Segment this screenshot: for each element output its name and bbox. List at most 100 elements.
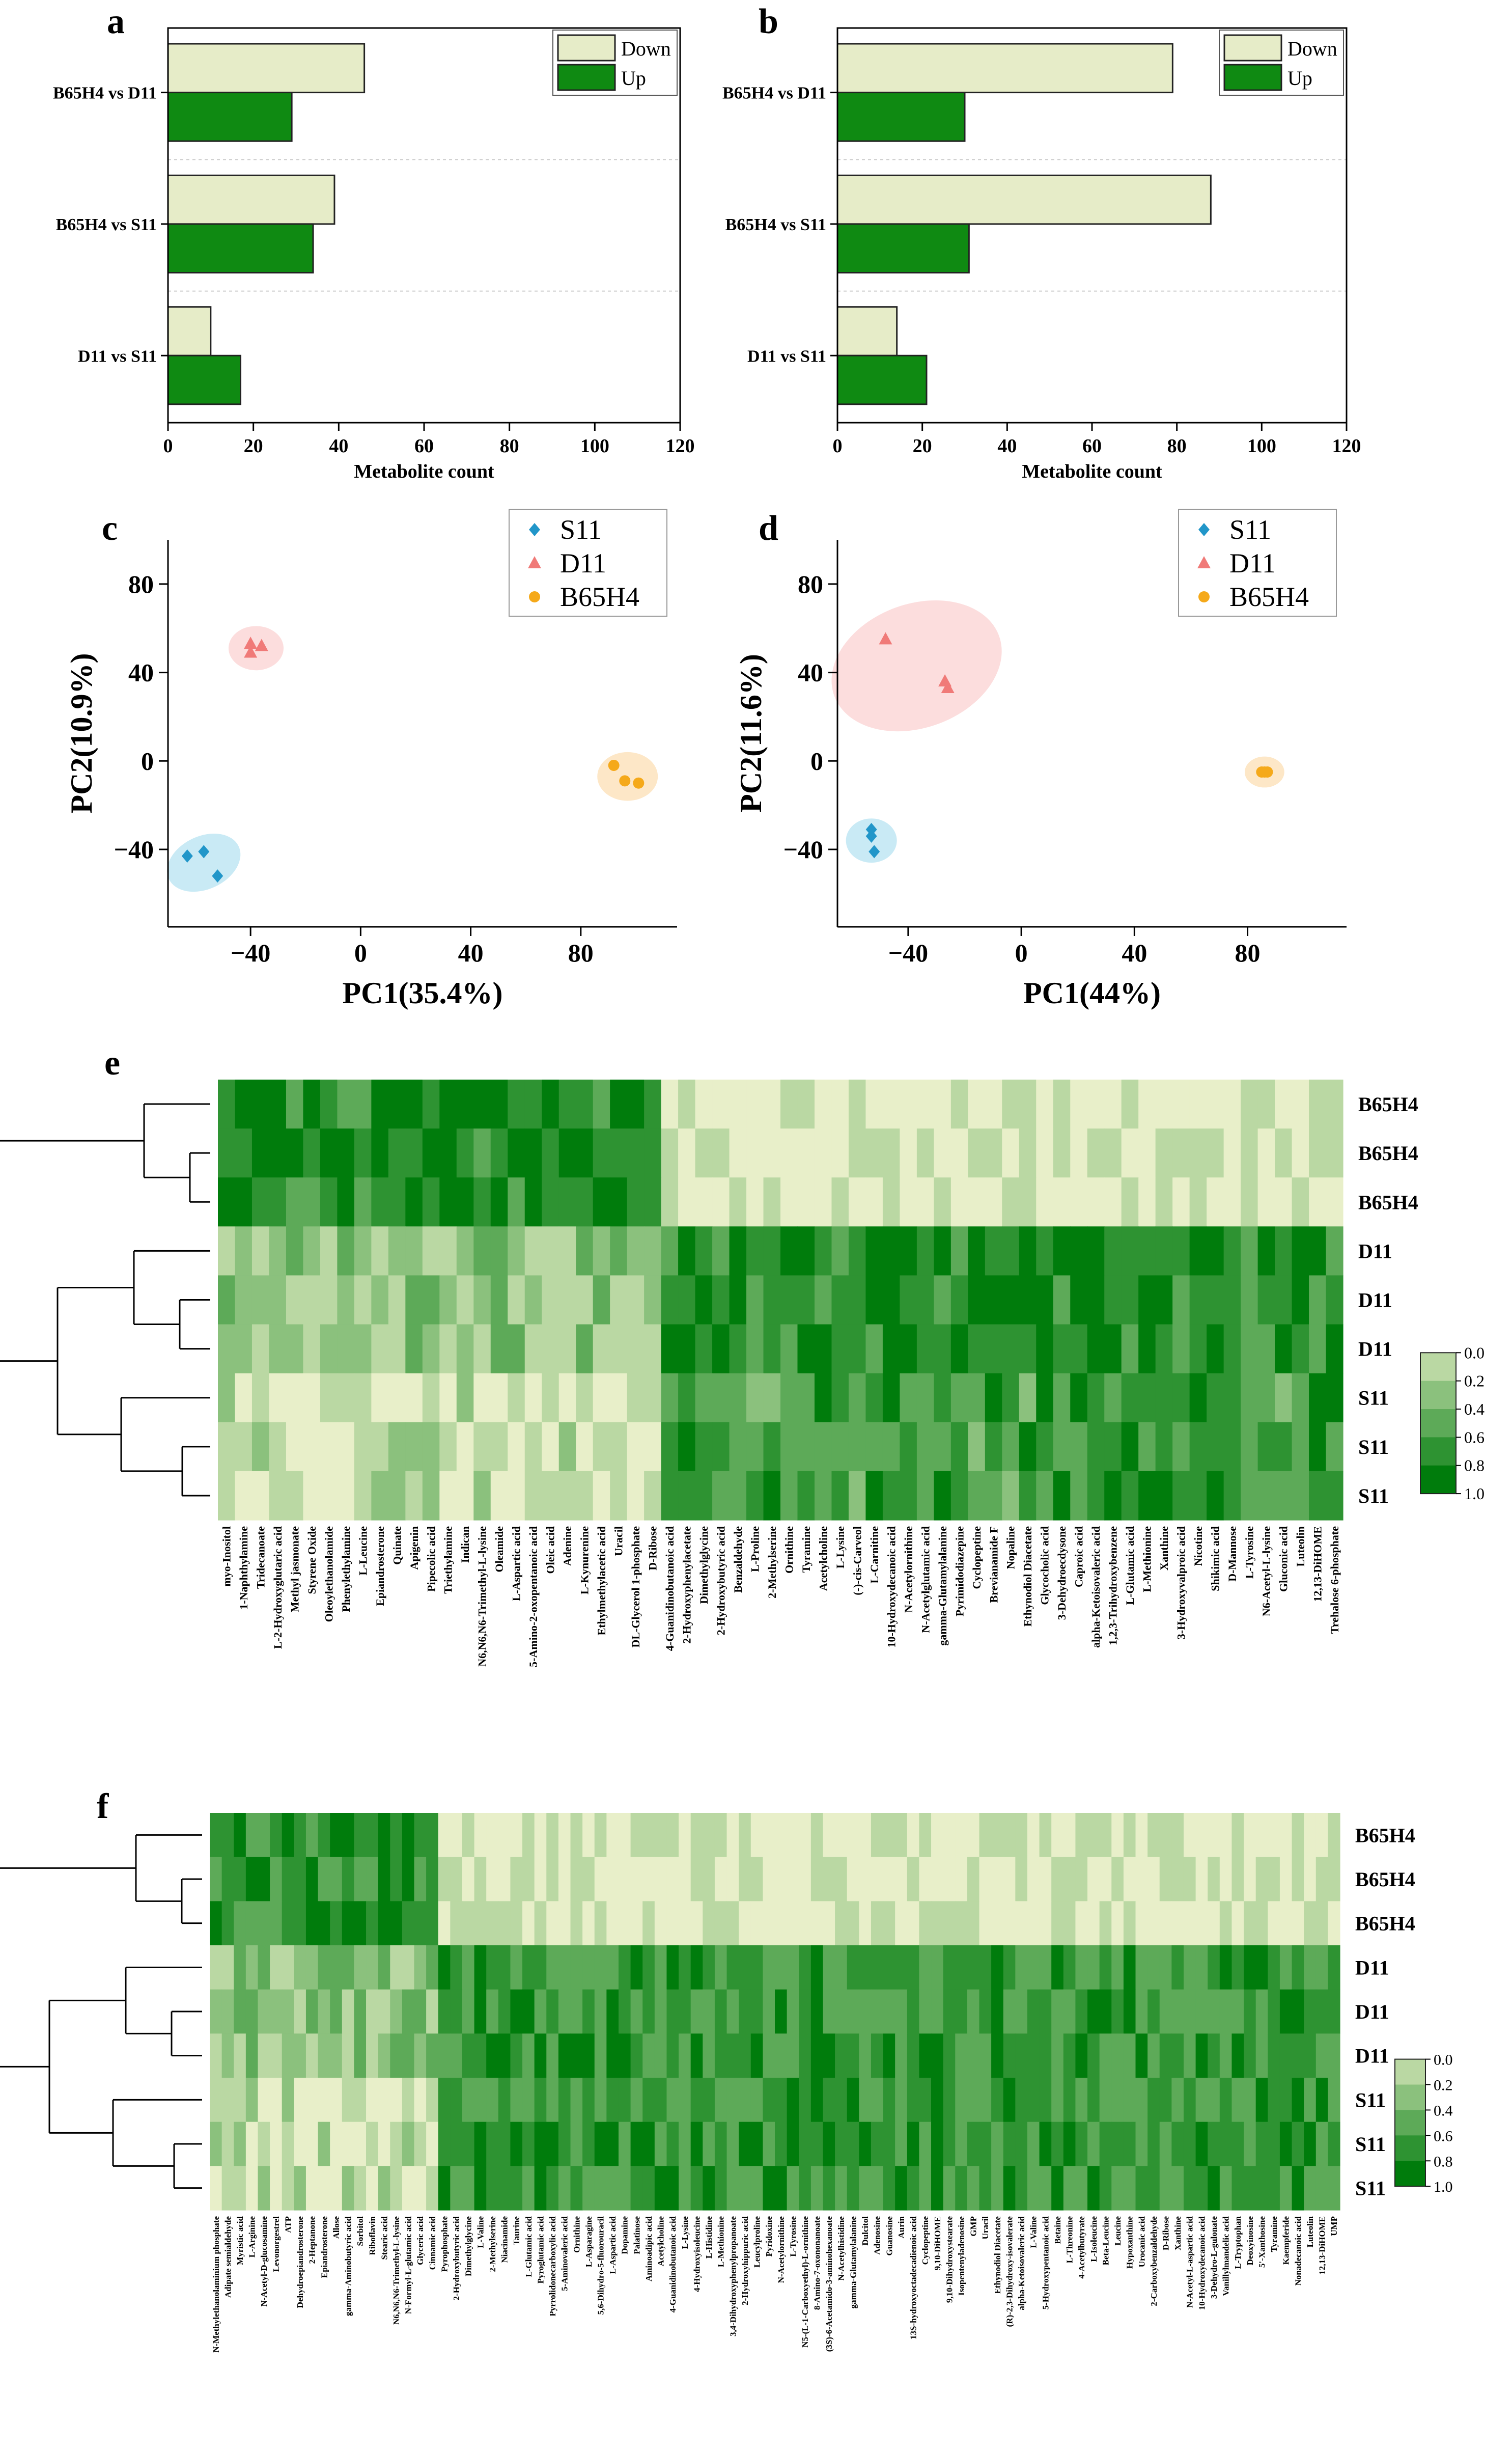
column-label: Luteolin: [1305, 2216, 1315, 2247]
point-s11-1: [198, 845, 210, 859]
heatmap-cell: [318, 1945, 330, 1990]
heatmap-cell: [235, 1275, 253, 1325]
heatmap-cell: [462, 1945, 475, 1990]
heatmap-cell: [943, 2078, 956, 2123]
heatmap-cell: [979, 2166, 992, 2211]
point-b65h4-1: [619, 775, 631, 787]
heatmap-cell: [775, 1945, 788, 1990]
heatmap-cell: [644, 1275, 662, 1325]
heatmap-cell: [726, 1945, 739, 1990]
heatmap-cell: [1036, 1128, 1054, 1178]
heatmap-cell: [534, 2166, 547, 2211]
heatmap-cell: [473, 1275, 491, 1325]
heatmap-cell: [305, 1813, 319, 1858]
heatmap-cell: [337, 1128, 355, 1178]
column-label: N-Acetyl-L-aspartic acid: [1185, 2216, 1195, 2307]
heatmap-cell: [330, 1901, 343, 1946]
heatmap-cell: [354, 1226, 372, 1276]
heatmap-cell: [814, 1226, 832, 1276]
x-tick-label: 120: [666, 435, 695, 457]
heatmap-cell: [919, 1945, 932, 1990]
column-label: Acetylcholine: [656, 2216, 666, 2267]
heatmap-cell: [558, 1422, 576, 1472]
heatmap-cell: [1292, 1226, 1309, 1276]
heatmap-cell: [210, 1989, 222, 2034]
heatmap-cell: [342, 2033, 355, 2078]
heatmap-cell: [1279, 1901, 1293, 1946]
bar-down-1: [836, 174, 1212, 225]
heatmap-cell: [303, 1422, 321, 1472]
column-label: Nicotine: [1192, 1526, 1205, 1566]
heatmap-cell: [642, 2166, 655, 2211]
heatmap-cell: [883, 1901, 895, 1946]
heatmap-cell: [1159, 1945, 1172, 1990]
heatmap-cell: [831, 1324, 849, 1374]
point-d11-0: [244, 637, 258, 649]
heatmap-cell: [1279, 2078, 1293, 2123]
column-label: (R)-2,3-Dihydroxy-isovalerate: [1004, 2216, 1014, 2327]
heatmap-cell: [1279, 1989, 1293, 2034]
row-label: B65H4: [1355, 1868, 1415, 1891]
y-tick-label: −40: [114, 835, 154, 864]
heatmap-cell: [679, 2122, 691, 2166]
column-label: 2-Methylserine: [488, 2216, 497, 2272]
heatmap-cell: [1255, 1813, 1268, 1858]
heatmap-cell: [1241, 1471, 1258, 1521]
heatmap-cell: [542, 1080, 559, 1129]
heatmap-cell: [366, 1989, 379, 2034]
heatmap-cell: [234, 2122, 246, 2166]
heatmap-cell: [486, 2166, 499, 2211]
heatmap-cell: [1087, 1989, 1100, 2034]
heatmap-cell: [729, 1422, 747, 1472]
category-label: D11 vs S11: [747, 347, 826, 366]
colorbar-tick-label: 0.0: [1464, 1343, 1485, 1362]
heatmap-cell: [865, 1080, 883, 1129]
heatmap-cell: [1063, 1857, 1076, 1902]
heatmap-cell: [1268, 1813, 1280, 1858]
heatmap-cell: [1255, 1901, 1268, 1946]
column-label: DL-Glycerol 1-phosphate: [629, 1526, 642, 1648]
heatmap-cell: [606, 1945, 619, 1990]
x-tick-label: 0: [163, 435, 173, 457]
heatmap-cell: [763, 1128, 781, 1178]
heatmap-cell: [1099, 1901, 1112, 1946]
column-label: Triethylamine: [442, 1526, 455, 1594]
heatmap-cell: [305, 1989, 319, 2034]
heatmap-cell: [508, 1324, 525, 1374]
heatmap-cell: [405, 1422, 423, 1472]
heatmap-cell: [654, 1813, 667, 1858]
heatmap-cell: [473, 1128, 491, 1178]
heatmap-cell: [627, 1128, 645, 1178]
heatmap-cell: [835, 2122, 848, 2166]
heatmap-cell: [1121, 1373, 1139, 1423]
heatmap-cell: [1019, 1324, 1037, 1374]
heatmap-cell: [1036, 1275, 1054, 1325]
column-label: gamma-Aminobutyric acid: [344, 2216, 353, 2316]
row-label: B65H4: [1358, 1142, 1418, 1165]
heatmap-cell: [546, 1989, 559, 2034]
heatmap-cell: [679, 2033, 691, 2078]
heatmap-cell: [1219, 1857, 1233, 1902]
heatmap-cell: [627, 1324, 645, 1374]
heatmap-cell: [245, 2078, 259, 2123]
heatmap-cell: [258, 1901, 270, 1946]
heatmap-cell: [594, 1945, 607, 1990]
heatmap-cell: [934, 1373, 951, 1423]
heatmap-cell: [1207, 1128, 1224, 1178]
heatmap-cell: [1275, 1177, 1293, 1227]
heatmap-cell: [1070, 1080, 1088, 1129]
heatmap-cell: [337, 1226, 355, 1276]
heatmap-cell: [390, 1989, 403, 2034]
heatmap-cell: [490, 1226, 508, 1276]
heatmap-cell: [558, 1177, 576, 1227]
heatmap-cell: [1326, 1226, 1343, 1276]
heatmap-cell: [847, 1901, 859, 1946]
point-s11-0: [181, 849, 193, 863]
heatmap-cell: [235, 1471, 253, 1521]
heatmap-cell: [546, 2122, 559, 2166]
colorbar-segment: [1420, 1409, 1456, 1438]
heatmap-cell: [426, 2078, 439, 2123]
heatmap-cell: [439, 1177, 457, 1227]
row-label: B65H4: [1358, 1191, 1418, 1214]
heatmap-cell: [378, 2166, 390, 2211]
